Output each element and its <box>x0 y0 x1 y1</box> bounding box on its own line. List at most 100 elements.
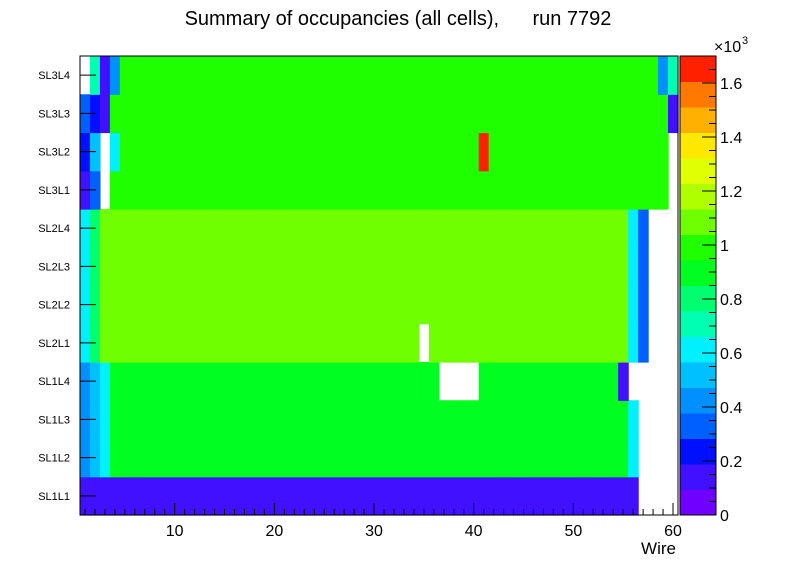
heatmap-cell <box>239 323 251 363</box>
heatmap-cell <box>349 476 360 516</box>
heatmap-cell <box>388 94 400 134</box>
colorbar-segment <box>680 464 716 490</box>
y-tick-label: SL1L3 <box>38 414 70 426</box>
heatmap-cell <box>139 247 151 287</box>
heatmap-cell <box>249 170 260 210</box>
heatmap-cell <box>109 285 121 325</box>
heatmap-cell <box>458 94 470 134</box>
heatmap-cell <box>618 400 629 440</box>
heatmap-cell <box>219 362 231 401</box>
heatmap-cell <box>129 323 141 363</box>
heatmap-cell <box>658 170 669 210</box>
heatmap-cell <box>388 209 400 248</box>
heatmap-cell <box>149 56 161 95</box>
heatmap-cell <box>369 209 380 248</box>
heatmap-cell <box>398 323 410 363</box>
colorbar-tick-label: 0.4 <box>720 400 742 417</box>
heatmap-cell <box>478 94 490 134</box>
heatmap-cell <box>109 438 121 478</box>
heatmap-cell <box>498 94 510 134</box>
heatmap-cell <box>428 170 440 210</box>
heatmap-cell <box>638 247 649 287</box>
y-tick-label: SL1L2 <box>38 453 70 465</box>
heatmap-cell <box>279 362 290 401</box>
heatmap-cell <box>478 170 490 210</box>
heatmap-cell <box>478 362 490 401</box>
heatmap-cell <box>199 476 211 516</box>
heatmap-cell <box>219 170 231 210</box>
heatmap-cell <box>578 247 589 287</box>
heatmap-cell <box>139 285 151 325</box>
heatmap-cell <box>628 247 639 287</box>
heatmap-cell <box>638 209 649 248</box>
plot-frame <box>79 55 679 516</box>
heatmap-cell <box>468 247 480 287</box>
heatmap-cell <box>299 209 310 248</box>
heatmap-cell <box>359 285 370 325</box>
heatmap-cell <box>628 56 639 95</box>
heatmap-cell <box>229 400 241 440</box>
heatmap-cell <box>159 209 171 248</box>
heatmap-cell <box>169 209 181 248</box>
heatmap-cell <box>428 247 440 287</box>
heatmap-cell <box>349 362 360 401</box>
heatmap-cell <box>518 94 530 134</box>
heatmap-cell <box>578 94 589 134</box>
heatmap-cell <box>319 94 330 134</box>
heatmap-cell <box>379 362 390 401</box>
heatmap-cell <box>159 476 171 516</box>
heatmap-cell <box>468 132 480 172</box>
heatmap-cell <box>169 285 181 325</box>
heatmap-cell <box>359 56 370 95</box>
heatmap-cell <box>149 323 161 363</box>
heatmap-cell <box>448 476 460 516</box>
heatmap-cell <box>379 209 390 248</box>
heatmap-cell <box>448 285 460 325</box>
heatmap-cell <box>189 323 201 363</box>
heatmap-cell <box>139 56 151 95</box>
heatmap-cell <box>618 170 629 210</box>
heatmap-cell <box>608 56 619 95</box>
heatmap-cell <box>458 56 470 95</box>
heatmap-cell <box>319 209 330 248</box>
heatmap-cell <box>299 438 310 478</box>
heatmap-cell <box>189 400 201 440</box>
heatmap-cell <box>109 400 121 440</box>
x-tick-label: 50 <box>564 523 582 540</box>
heatmap-cell <box>528 56 540 95</box>
colorbar: 0 0.2 0.4 0.6 0.8 1 1.2 1.4 1.6 ×10 3 <box>679 35 748 525</box>
heatmap-cell <box>488 209 500 248</box>
heatmap-cell <box>149 285 161 325</box>
heatmap-cell <box>169 170 181 210</box>
heatmap-cell <box>388 400 400 440</box>
heatmap-cell <box>199 285 211 325</box>
heatmap-cell <box>339 438 350 478</box>
heatmap-cell <box>578 132 589 172</box>
heatmap-cell <box>279 56 290 95</box>
heatmap-cell <box>159 247 171 287</box>
colorbar-tick-label: 1 <box>720 238 729 255</box>
heatmap-cell <box>279 209 290 248</box>
colorbar-tick-label: 0.8 <box>720 292 742 309</box>
heatmap-cell <box>219 476 231 516</box>
heatmap-cell <box>119 247 131 287</box>
heatmap-cell <box>129 362 141 401</box>
heatmap-cell <box>129 132 141 172</box>
heatmap-cell <box>329 247 340 287</box>
heatmap-cell <box>558 400 569 440</box>
heatmap-cell <box>558 362 569 401</box>
heatmap-cell <box>219 285 231 325</box>
heatmap-cell <box>628 170 639 210</box>
heatmap-cell <box>99 323 111 363</box>
heatmap-cell <box>149 362 161 401</box>
heatmap-cell <box>548 285 559 325</box>
heatmap-cell <box>488 323 500 363</box>
colorbar-multiplier: ×10 <box>714 39 741 56</box>
heatmap-cell <box>588 56 599 95</box>
y-tick-label: SL2L3 <box>38 261 70 273</box>
heatmap-cell <box>99 56 111 95</box>
heatmap-cell <box>119 438 131 478</box>
heatmap-cell <box>568 56 579 95</box>
y-tick-label: SL1L1 <box>38 491 70 503</box>
heatmap-cell <box>369 362 380 401</box>
